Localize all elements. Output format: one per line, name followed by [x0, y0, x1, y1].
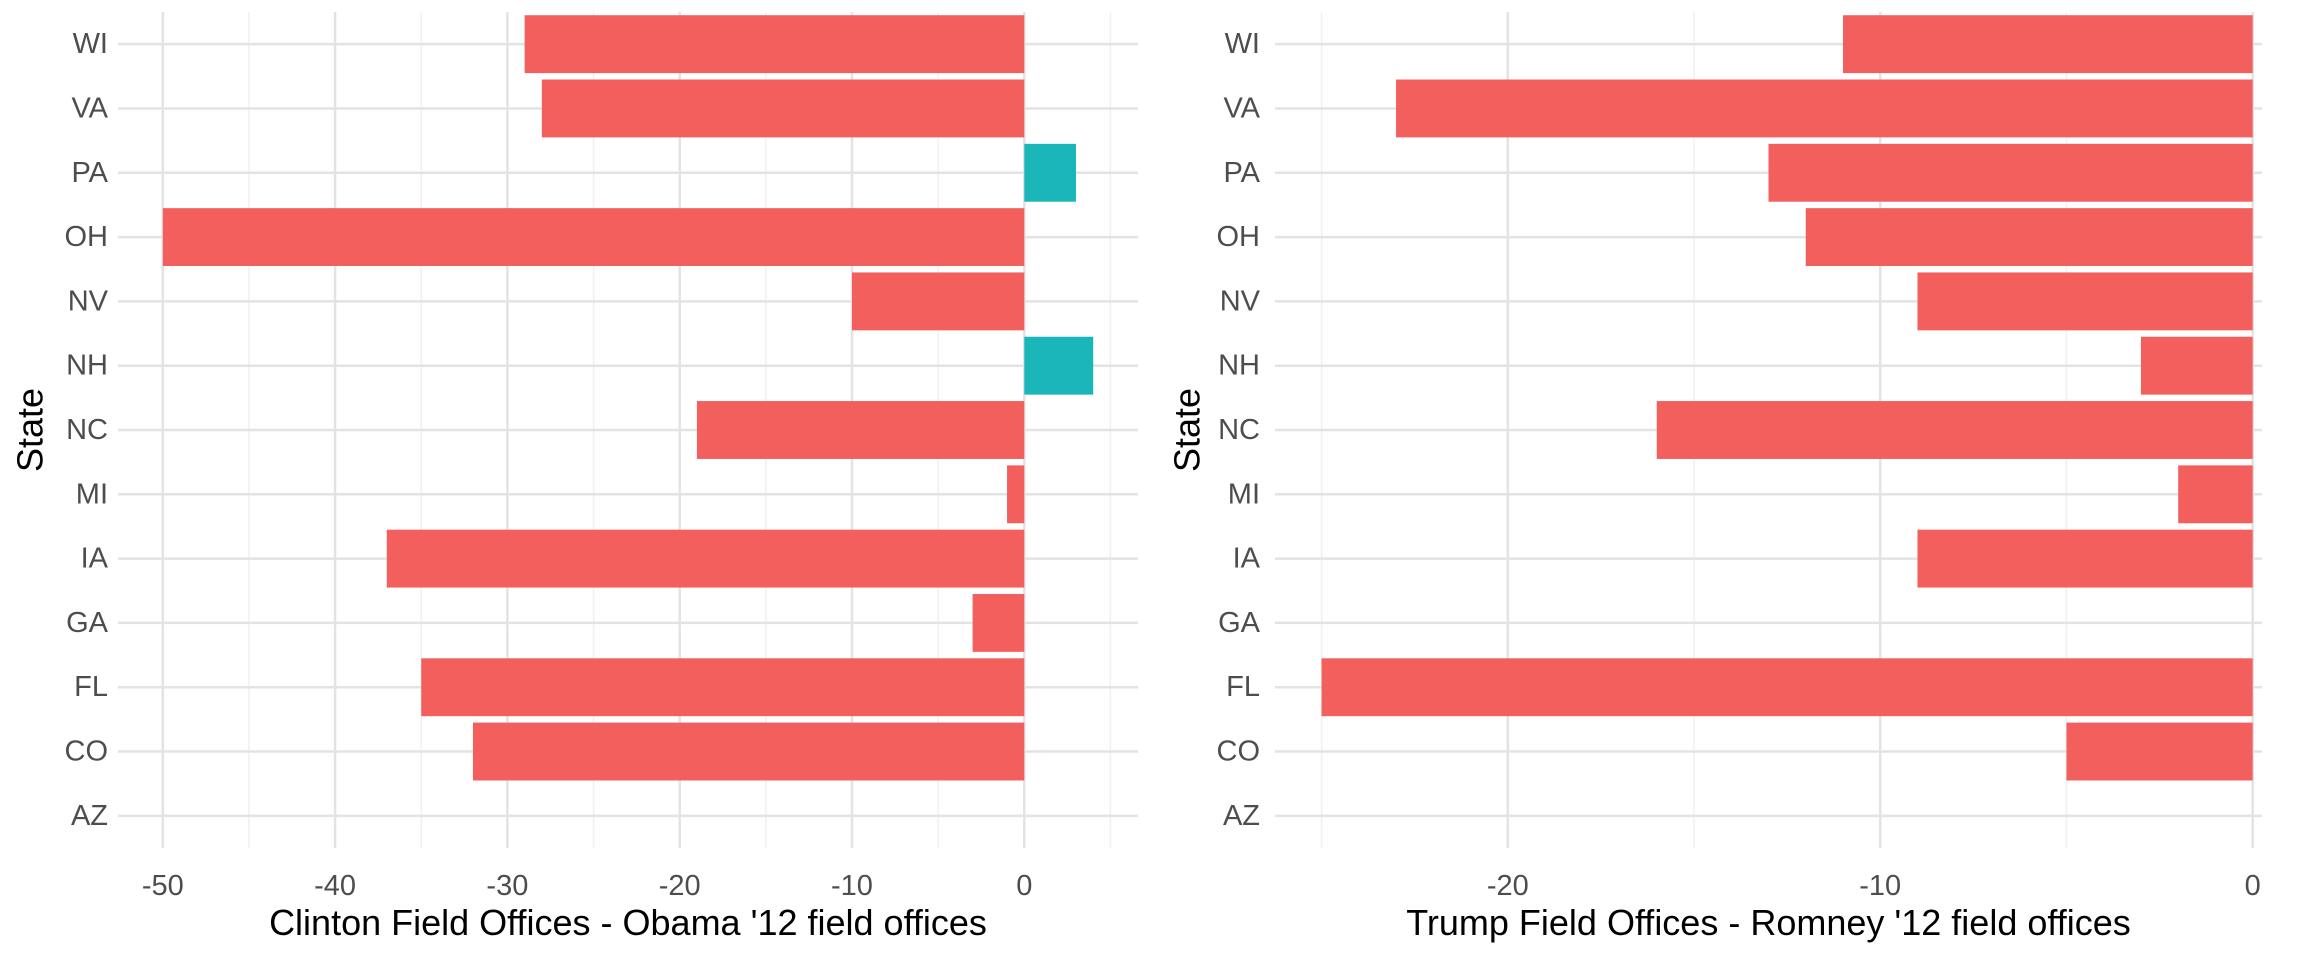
x-tick-label: 0 — [2245, 870, 2261, 902]
bar-VA — [541, 79, 1025, 138]
bar-NC — [696, 401, 1025, 459]
bar-FL — [421, 658, 1025, 717]
bar-NC — [1656, 401, 2253, 459]
y-tick-label: VA — [71, 92, 108, 124]
bar-NV — [851, 272, 1025, 331]
y-tick-label: PA — [1223, 157, 1260, 189]
bar-WI — [524, 15, 1025, 74]
bar-NH — [1024, 336, 1094, 395]
y-tick-label: CO — [1217, 736, 1261, 768]
x-tick-label: -20 — [659, 870, 701, 902]
bar-VA — [1396, 79, 2253, 138]
bar-MI — [2178, 465, 2253, 524]
bar-CO — [2066, 722, 2253, 781]
y-tick-label: MI — [76, 478, 108, 510]
y-tick-label: NH — [66, 350, 108, 382]
x-tick-label: -10 — [831, 870, 873, 902]
y-tick-label: AZ — [1223, 800, 1260, 832]
y-tick-label: OH — [1217, 221, 1261, 253]
y-tick-label: AZ — [71, 800, 108, 832]
y-tick-label: WI — [73, 28, 108, 60]
y-tick-label: NH — [1218, 350, 1260, 382]
bar-OH — [162, 208, 1025, 267]
x-tick-label: -30 — [486, 870, 528, 902]
bar-FL — [1321, 658, 2253, 717]
bar-PA — [1768, 143, 2253, 202]
y-tick-label: NV — [68, 285, 109, 317]
y-tick-label: IA — [1233, 543, 1261, 575]
chart-panel-left: AZ CO FL GA IA MI NC NH NV OH PA VA WI -50 -40 -30 -20 -1… — [10, 12, 1138, 943]
bar-MI — [1007, 465, 1025, 524]
bar-PA — [1024, 143, 1076, 202]
y-tick-label: FL — [74, 671, 108, 703]
x-axis-title: Clinton Field Offices - Obama '12 field … — [269, 902, 987, 943]
y-axis-title: State — [10, 388, 51, 472]
y-tick-label: IA — [81, 543, 109, 575]
x-tick-label: -50 — [142, 870, 184, 902]
bar-NH — [2140, 336, 2253, 395]
bar-WI — [1842, 15, 2253, 74]
y-tick-label: PA — [71, 157, 108, 189]
bar-OH — [1805, 208, 2253, 267]
y-tick-label: WI — [1225, 28, 1260, 60]
y-tick-label: CO — [65, 736, 109, 768]
bar-IA — [386, 529, 1025, 588]
x-tick-label: -40 — [314, 870, 356, 902]
y-tick-label: FL — [1226, 671, 1260, 703]
bar-NV — [1917, 272, 2253, 331]
y-tick-label: OH — [65, 221, 109, 253]
y-tick-label: NC — [66, 414, 108, 446]
x-tick-label: -20 — [1487, 870, 1529, 902]
x-tick-label: 0 — [1016, 870, 1032, 902]
x-axis-title: Trump Field Offices - Romney '12 field o… — [1406, 902, 2130, 943]
x-tick-label: -10 — [1859, 870, 1901, 902]
y-tick-label: NV — [1220, 285, 1261, 317]
bar-IA — [1917, 529, 2253, 588]
chart-panel-right: AZ CO FL GA IA MI NC NH NV OH PA VA WI -20 -10 0 Trump F… — [1167, 12, 2262, 943]
y-tick-label: GA — [66, 607, 109, 639]
bar-CO — [472, 722, 1025, 781]
y-tick-label: GA — [1218, 607, 1261, 639]
bar-GA — [972, 593, 1025, 652]
y-tick-label: NC — [1218, 414, 1260, 446]
y-axis-title: State — [1167, 388, 1208, 472]
y-tick-label: VA — [1223, 92, 1260, 124]
y-tick-label: MI — [1228, 478, 1260, 510]
